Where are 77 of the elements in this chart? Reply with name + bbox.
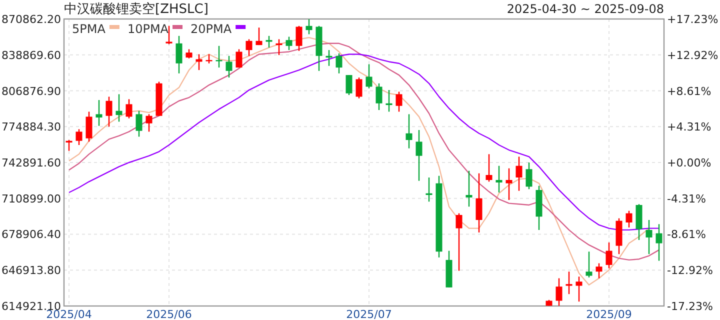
candlestick bbox=[266, 35, 272, 48]
legend-label: 5PMA bbox=[72, 22, 106, 36]
candlestick bbox=[466, 170, 472, 208]
candlestick bbox=[216, 45, 222, 68]
x-tick-label: 2025/07 bbox=[346, 308, 392, 320]
candlestick bbox=[86, 111, 92, 142]
legend-label: 10PMA bbox=[127, 22, 170, 36]
y2-tick-label: 710899.00 bbox=[2, 192, 61, 206]
y2-tick-label: 678906.40 bbox=[2, 228, 61, 242]
y2-tick-label: 774884.30 bbox=[2, 120, 61, 134]
candlestick bbox=[196, 54, 202, 71]
y-tick-label: +0.00% bbox=[667, 156, 712, 170]
y-tick-label: +8.61% bbox=[667, 84, 712, 98]
y-tick-label: -12.92% bbox=[667, 264, 713, 278]
candlestick bbox=[396, 91, 402, 112]
candlestick bbox=[656, 224, 662, 262]
y2-tick-label: 870862.20 bbox=[2, 13, 61, 26]
y-tick-label: -8.61% bbox=[667, 228, 706, 242]
candlestick bbox=[296, 25, 302, 52]
x-tick-label: 2025/09 bbox=[586, 308, 632, 320]
candlestick bbox=[186, 48, 192, 59]
chart-subtitle: 2025-04-30 ~ 2025-09-08 bbox=[506, 2, 664, 16]
candlestick bbox=[516, 156, 522, 192]
candlestick bbox=[146, 114, 152, 132]
chart-title: 中汉碳酸锂卖空[ZHSLC] bbox=[64, 2, 208, 17]
candlestick bbox=[646, 219, 652, 255]
candlestick bbox=[226, 55, 232, 78]
candlestick bbox=[256, 26, 262, 46]
candlestick bbox=[556, 278, 562, 306]
candlestick bbox=[456, 212, 462, 272]
candlestick bbox=[586, 251, 592, 278]
x-tick-label: 2025/06 bbox=[146, 308, 192, 320]
candlestick bbox=[106, 96, 112, 128]
y-tick-label: +12.92% bbox=[667, 48, 718, 62]
y-tick-label: -4.31% bbox=[667, 192, 706, 206]
y2-tick-label: 646913.80 bbox=[2, 264, 61, 278]
candlestick bbox=[176, 35, 182, 74]
candlestick bbox=[366, 64, 372, 89]
candlestick bbox=[506, 168, 512, 201]
candlestick bbox=[416, 129, 422, 182]
candlestick bbox=[576, 276, 582, 302]
legend-label: 20PMA bbox=[190, 22, 232, 36]
candlestick bbox=[206, 54, 212, 64]
candlestick bbox=[236, 48, 242, 68]
candlestick bbox=[566, 271, 572, 295]
candlestick bbox=[596, 262, 602, 279]
candlestick bbox=[306, 18, 312, 35]
candlestick bbox=[136, 110, 142, 138]
candlestick bbox=[276, 38, 282, 56]
candlestick bbox=[526, 162, 532, 190]
candlestick bbox=[326, 49, 332, 66]
candlestick bbox=[66, 139, 72, 152]
candlestick bbox=[376, 82, 382, 111]
candlestick bbox=[386, 89, 392, 112]
candlestick bbox=[486, 154, 492, 182]
candlestick bbox=[116, 94, 122, 122]
candlestick bbox=[606, 242, 612, 269]
candlestick bbox=[96, 99, 102, 126]
candlestick bbox=[346, 74, 352, 96]
candlestick bbox=[336, 52, 342, 74]
y-tick-label: +17.23% bbox=[667, 13, 718, 26]
y-tick-label: +4.31% bbox=[667, 120, 712, 134]
y2-tick-label: 742891.60 bbox=[2, 156, 61, 170]
candlestick bbox=[406, 114, 412, 149]
candlestick bbox=[126, 98, 132, 119]
candlestick bbox=[626, 210, 632, 228]
x-tick-label: 2025/04 bbox=[46, 308, 92, 320]
y2-tick-label: 838869.60 bbox=[2, 48, 61, 62]
candlestick bbox=[286, 36, 292, 51]
candlestick bbox=[426, 176, 432, 202]
candlestick bbox=[476, 172, 482, 234]
y-tick-label: -17.23% bbox=[667, 300, 713, 313]
candlestick bbox=[496, 165, 502, 194]
y2-tick-label: 806876.90 bbox=[2, 84, 61, 98]
candlestick bbox=[356, 76, 362, 99]
candlestick bbox=[76, 128, 82, 146]
candlestick bbox=[246, 38, 252, 56]
